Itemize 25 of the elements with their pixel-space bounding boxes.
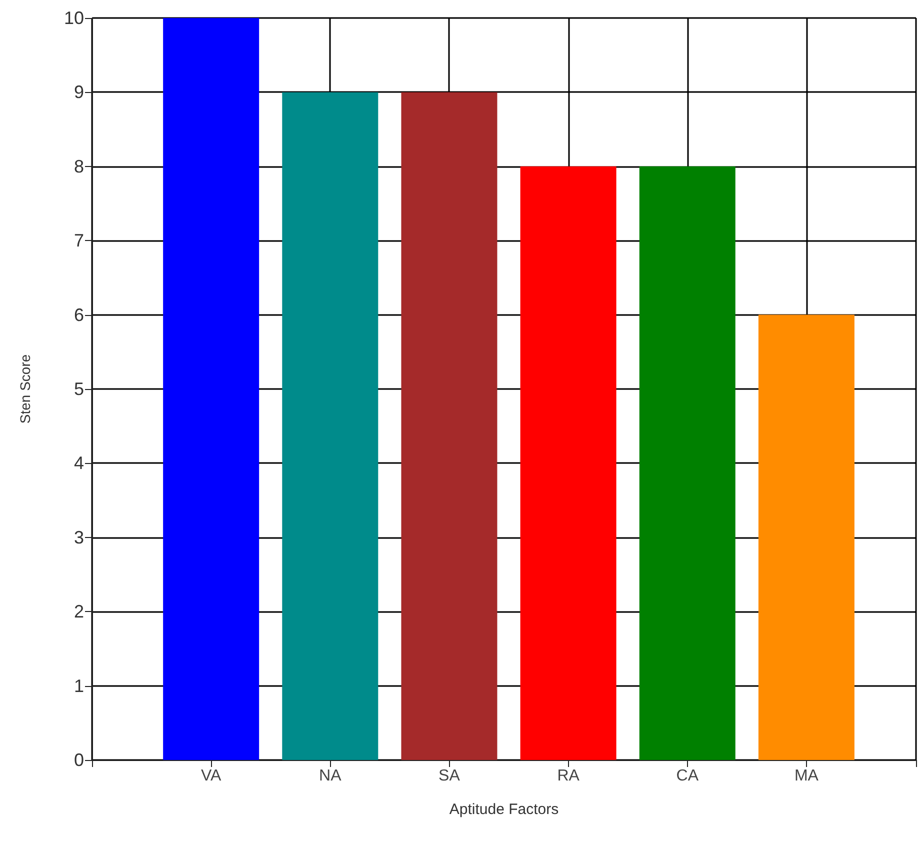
y-tick-label: 5 bbox=[74, 379, 84, 399]
y-tick-label: 6 bbox=[74, 304, 84, 325]
x-tick-label: VA bbox=[200, 768, 222, 784]
y-tick-label: 2 bbox=[74, 602, 84, 622]
bar bbox=[163, 18, 260, 760]
x-tick-label: CA bbox=[676, 768, 699, 784]
y-tick-label: 4 bbox=[74, 453, 84, 474]
bar bbox=[758, 314, 854, 760]
y-tick-label: 8 bbox=[74, 156, 84, 176]
bar bbox=[282, 92, 378, 760]
x-axis-title: Aptitude Factors bbox=[449, 801, 559, 818]
y-tick-label: 1 bbox=[74, 676, 84, 696]
bar bbox=[520, 166, 616, 760]
y-tick-label: 10 bbox=[64, 8, 84, 28]
y-tick-label: 9 bbox=[74, 82, 84, 102]
x-tick-label: MA bbox=[794, 768, 819, 784]
y-tick-label: 7 bbox=[74, 230, 84, 251]
y-axis-title: Sten Score bbox=[17, 354, 33, 424]
bar bbox=[401, 92, 498, 760]
bar bbox=[639, 166, 736, 760]
x-tick-label: RA bbox=[557, 768, 580, 784]
y-tick-label: 0 bbox=[74, 750, 84, 770]
y-tick-label: 3 bbox=[74, 527, 84, 548]
x-tick-label: SA bbox=[438, 768, 460, 784]
x-tick-label: NA bbox=[319, 768, 342, 784]
